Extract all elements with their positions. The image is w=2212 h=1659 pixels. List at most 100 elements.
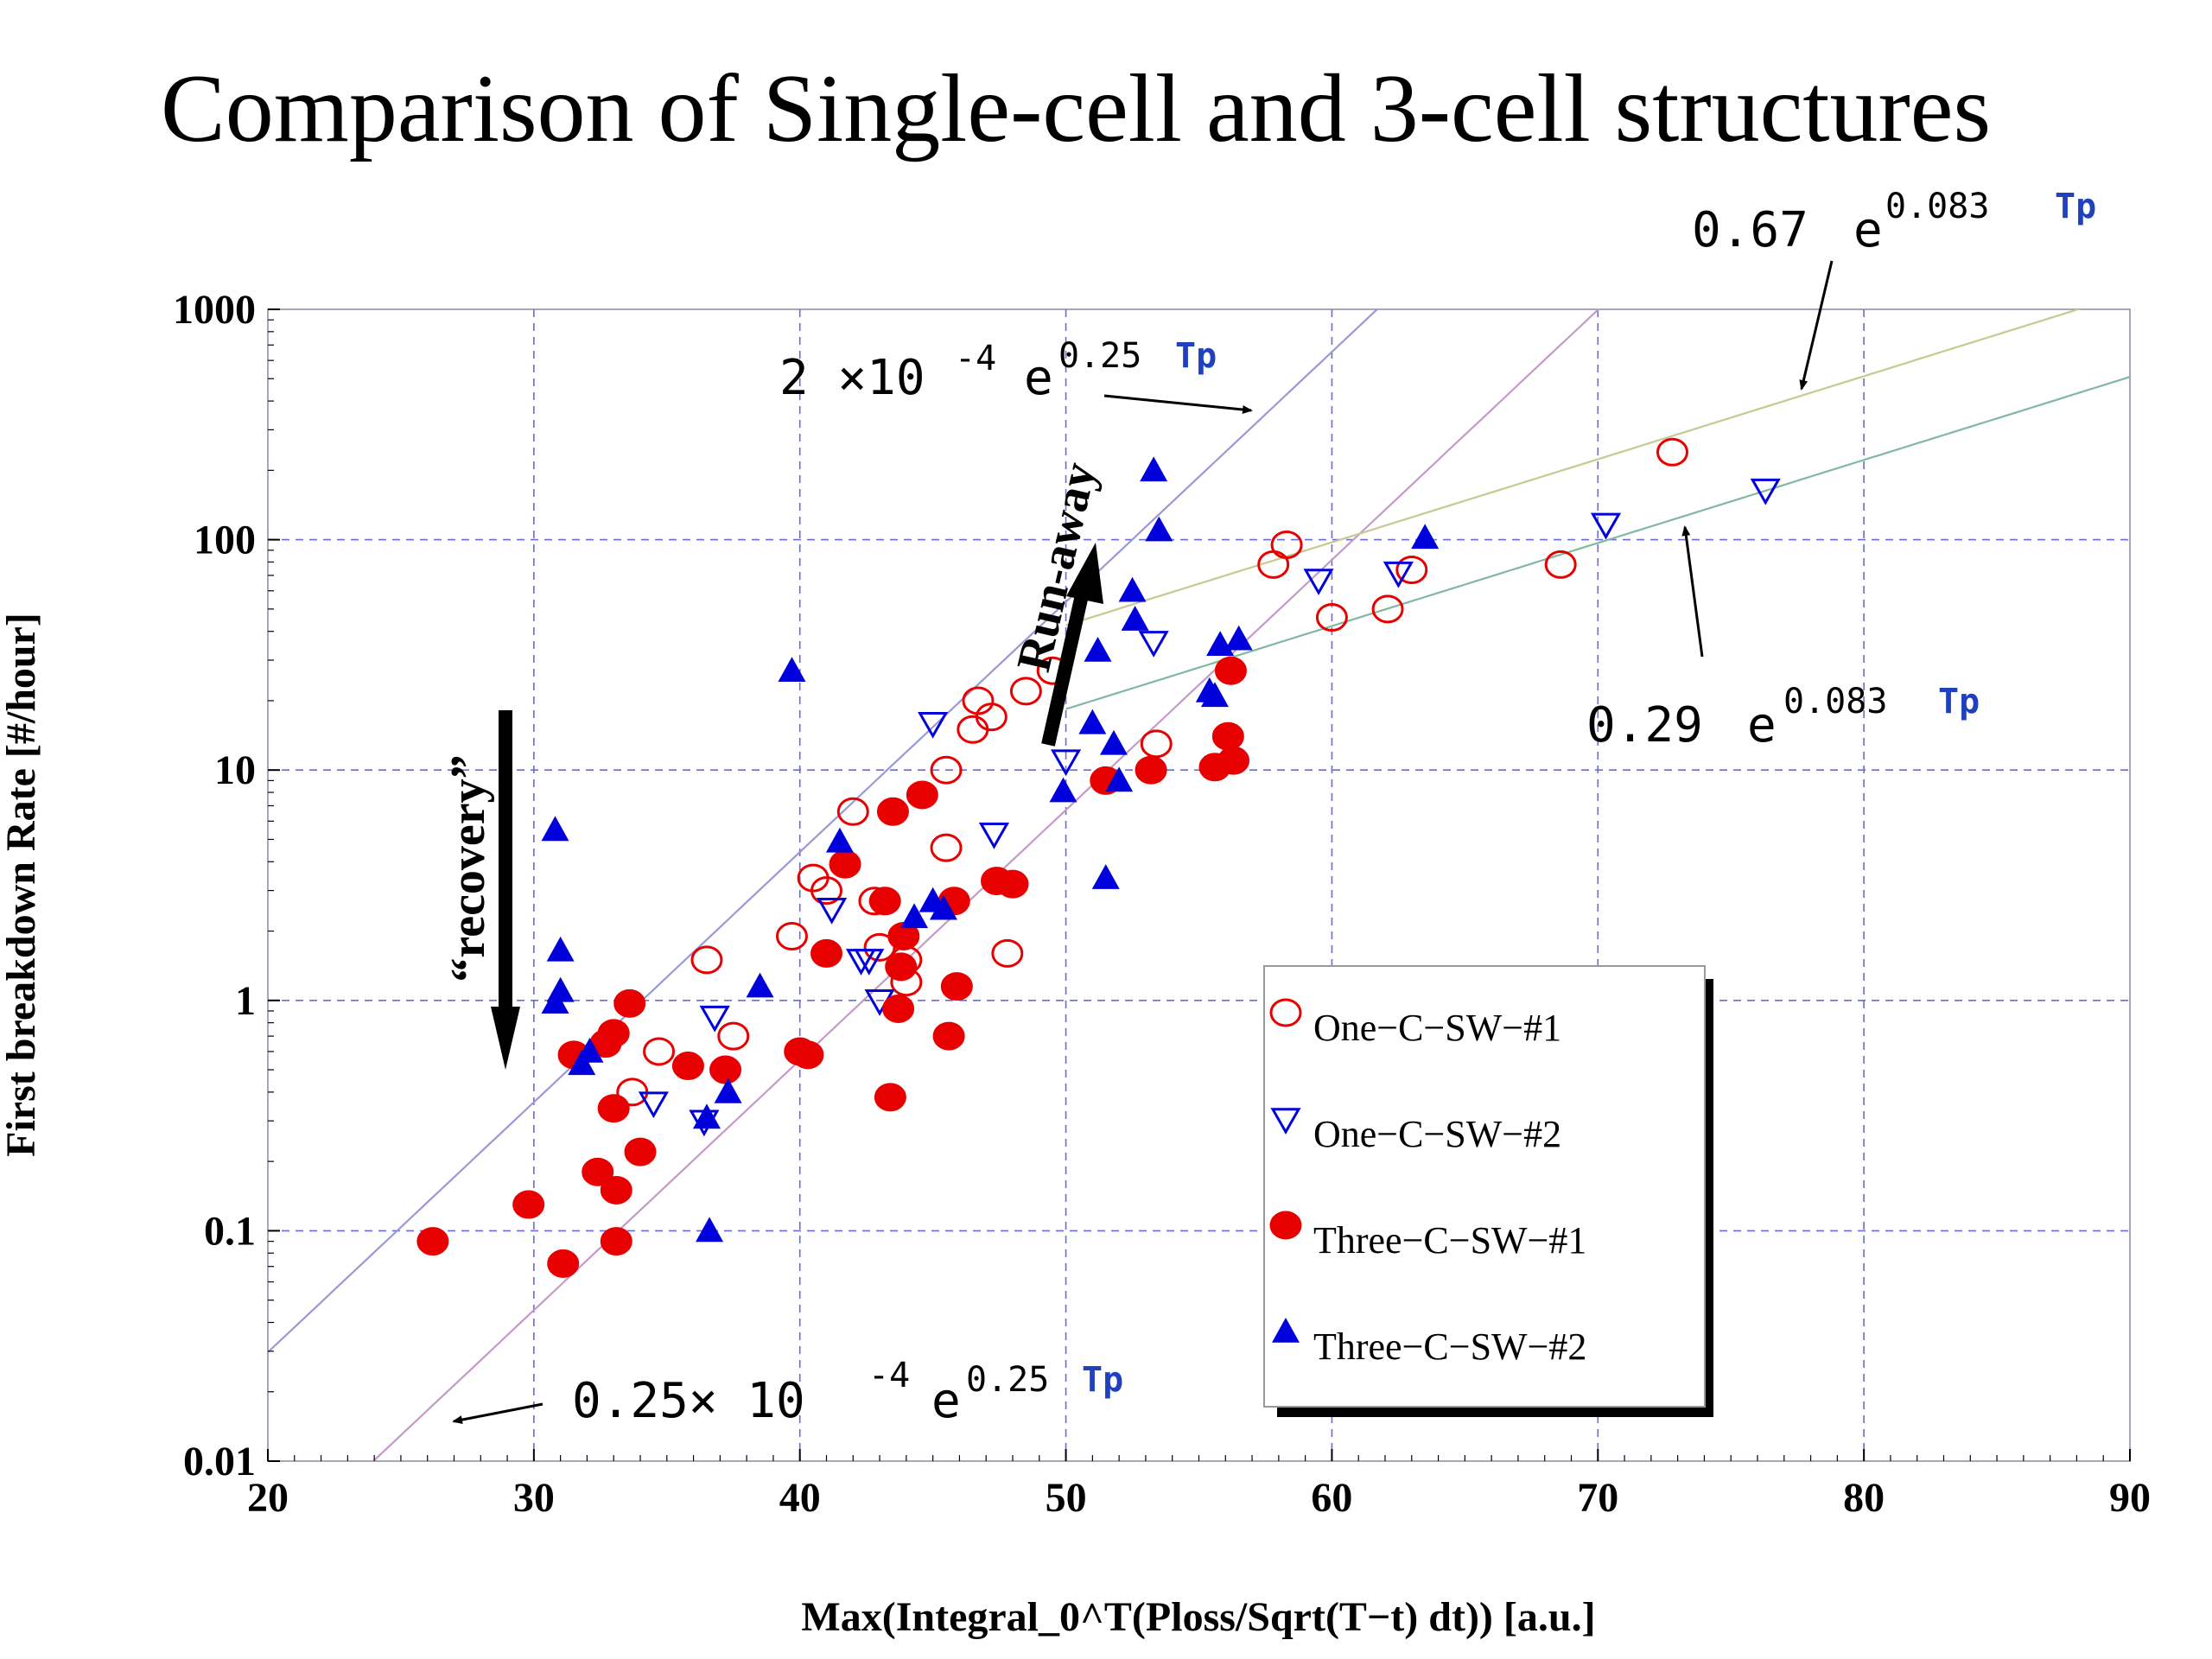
svg-text:e: e [931, 1373, 961, 1429]
data-point [1078, 709, 1107, 734]
pointer-arrow-middle-right [1681, 525, 1704, 658]
data-point [1140, 456, 1168, 482]
pointer-arrow-lower-left [452, 1402, 543, 1425]
data-point [1224, 625, 1253, 651]
data-point [1217, 746, 1250, 775]
data-point [825, 827, 854, 853]
x-tick-label: 50 [1046, 1475, 1087, 1521]
data-point [1315, 603, 1348, 632]
data-point [541, 816, 569, 842]
data-point [1270, 531, 1303, 560]
data-point [1750, 478, 1781, 505]
data-point [778, 657, 806, 682]
y-tick-label: 100 [194, 518, 256, 563]
data-point [1382, 561, 1414, 588]
y-tick-label: 0.1 [204, 1208, 256, 1254]
svg-text:Tp: Tp [1082, 1360, 1123, 1400]
data-point [547, 1249, 580, 1278]
data-point [1303, 569, 1334, 595]
data-point [1118, 576, 1147, 602]
data-point [975, 702, 1007, 732]
data-point [996, 869, 1029, 899]
plot-frame [267, 308, 2131, 1462]
data-point [1140, 729, 1173, 759]
data-point [791, 1040, 824, 1070]
legend-item: Three−C−SW−#2 [1272, 1318, 1586, 1368]
data-point [696, 1217, 724, 1243]
data-point [810, 876, 842, 906]
svg-text:0.083: 0.083 [1885, 187, 1989, 226]
x-axis-label: Max(Integral_0^T(Ploss/Sqrt(T−t) dt)) [a… [801, 1594, 1595, 1640]
data-point [876, 797, 909, 826]
data-point [1138, 631, 1169, 658]
svg-text:0.67: 0.67 [1692, 202, 1808, 258]
x-tick-label: 40 [779, 1475, 821, 1521]
fit-line [268, 309, 1379, 1353]
data-point [810, 938, 842, 968]
x-tick-label: 70 [1577, 1475, 1618, 1521]
data-point [643, 1037, 676, 1066]
data-point [690, 945, 723, 975]
y-axis-label: First breakdown Rate [#/hour] [0, 613, 44, 1157]
legend-item: One−C−SW−#2 [1270, 1108, 1561, 1155]
data-point [1135, 755, 1167, 785]
data-point [1049, 777, 1077, 803]
pointer-arrow-upper-left [1103, 394, 1253, 414]
svg-text:2 ×10: 2 ×10 [779, 350, 925, 406]
data-point [692, 1103, 721, 1129]
x-tick-label: 30 [513, 1475, 555, 1521]
legend-marker [1270, 1108, 1301, 1135]
y-tick-label: 1000 [173, 287, 256, 333]
page-title: Comparison of Single-cell and 3-cell str… [161, 55, 1992, 162]
data-point [1099, 729, 1128, 755]
data-point [775, 921, 808, 950]
recovery-arrow [491, 710, 520, 1070]
data-point [932, 1021, 965, 1051]
data-point [512, 1190, 545, 1219]
fit-label-top-right: 0.67 e 0.083 Tp [1692, 187, 2096, 258]
data-points [416, 437, 1781, 1278]
data-point [1121, 606, 1149, 631]
data-point [638, 1091, 669, 1119]
svg-text:Tp: Tp [2055, 187, 2096, 226]
legend-item: Three−C−SW−#1 [1269, 1211, 1586, 1262]
runaway-arrow [1041, 543, 1103, 747]
data-point [717, 1021, 750, 1051]
fit-label-upper-left: 2 ×10 -4 e 0.25 Tp [779, 336, 1217, 406]
svg-text:0.25: 0.25 [1058, 336, 1141, 376]
data-point [1590, 512, 1622, 540]
series-2 [638, 478, 1781, 1137]
svg-text:0.29: 0.29 [1586, 697, 1703, 753]
data-point [597, 1019, 630, 1048]
data-point [1050, 749, 1082, 777]
data-point [624, 1137, 657, 1166]
legend-label: One−C−SW−#2 [1313, 1113, 1561, 1155]
data-point [714, 1077, 742, 1103]
data-point [817, 897, 848, 925]
svg-text:e: e [1747, 697, 1777, 753]
data-point [885, 952, 918, 982]
fit-line [1065, 309, 2082, 626]
data-point [546, 936, 575, 962]
legend: One−C−SW−#1 One−C−SW−#2 Three−C−SW−#1 Three… [1263, 965, 1713, 1417]
fit-label-lower-left: 0.25× 10 -4 e 0.25 Tp [572, 1356, 1123, 1429]
data-point [836, 797, 869, 826]
data-point [1145, 516, 1173, 542]
data-point [1411, 524, 1440, 550]
data-point [1656, 437, 1688, 467]
data-point [1395, 555, 1428, 584]
grid-lines [268, 309, 2130, 1461]
y-tick-label: 0.01 [183, 1439, 256, 1484]
data-point [416, 1227, 449, 1256]
data-point [1105, 766, 1134, 792]
data-point [1371, 594, 1404, 624]
data-point [874, 1083, 906, 1112]
data-point [829, 849, 861, 879]
legend-label: Three−C−SW−#1 [1313, 1219, 1586, 1262]
svg-text:-4: -4 [868, 1356, 910, 1395]
svg-text:0.25: 0.25 [966, 1360, 1049, 1400]
series-3 [416, 656, 1250, 1278]
data-point [600, 1175, 632, 1205]
data-point [1544, 550, 1577, 579]
data-point [854, 949, 885, 976]
